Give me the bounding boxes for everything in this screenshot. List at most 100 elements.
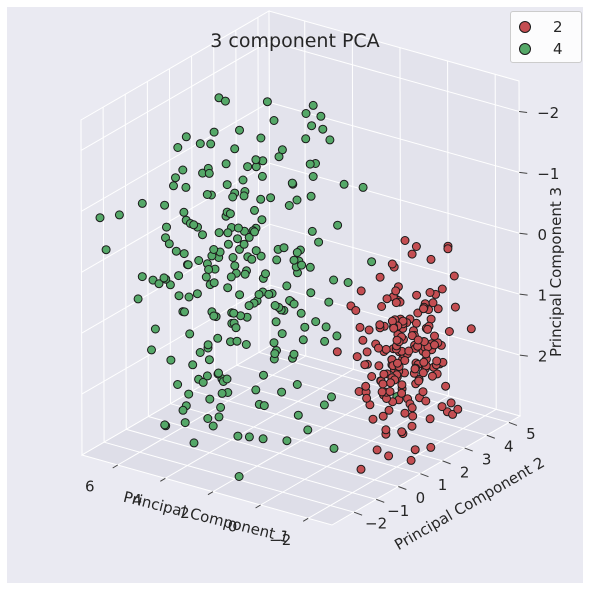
point-series-4 bbox=[184, 292, 194, 302]
point-series-4 bbox=[178, 165, 188, 175]
point-series-4 bbox=[220, 96, 230, 106]
point-series-2 bbox=[423, 324, 433, 334]
grid-line-z bbox=[81, 284, 271, 395]
x-tick-label: 6 bbox=[85, 478, 95, 496]
point-series-4 bbox=[162, 222, 171, 232]
point-series-4 bbox=[256, 133, 266, 143]
point-series-2 bbox=[413, 335, 423, 345]
point-series-2 bbox=[358, 335, 368, 345]
point-series-4 bbox=[185, 329, 195, 339]
point-series-4 bbox=[239, 239, 249, 249]
point-series-2 bbox=[426, 254, 436, 264]
point-series-4 bbox=[316, 111, 326, 121]
point-series-4 bbox=[256, 194, 266, 204]
point-series-4 bbox=[133, 294, 143, 304]
point-series-4 bbox=[217, 388, 227, 398]
point-series-4 bbox=[279, 243, 289, 253]
point-series-4 bbox=[213, 333, 223, 343]
point-series-2 bbox=[400, 408, 410, 418]
z-tick-label: 0 bbox=[537, 226, 547, 244]
point-series-4 bbox=[269, 338, 279, 348]
point-series-4 bbox=[214, 412, 224, 422]
point-series-4 bbox=[209, 278, 219, 288]
back-pane bbox=[268, 10, 521, 417]
y-tick-label: 0 bbox=[416, 489, 426, 507]
point-series-2 bbox=[364, 325, 374, 335]
point-series-4 bbox=[274, 152, 284, 162]
point-series-4 bbox=[181, 132, 191, 142]
point-series-2 bbox=[360, 360, 370, 370]
legend: 2 4 bbox=[510, 11, 582, 63]
point-series-4 bbox=[173, 380, 183, 389]
point-series-4 bbox=[195, 139, 205, 149]
point-series-2 bbox=[428, 298, 438, 308]
point-series-4 bbox=[203, 340, 213, 350]
point-series-4 bbox=[301, 134, 311, 144]
point-series-4 bbox=[160, 420, 170, 430]
point-series-4 bbox=[180, 418, 190, 428]
point-series-4 bbox=[179, 249, 189, 259]
point-series-2 bbox=[362, 347, 372, 357]
point-series-2 bbox=[397, 380, 407, 390]
point-series-2 bbox=[391, 286, 401, 296]
point-series-2 bbox=[391, 298, 401, 308]
point-series-4 bbox=[150, 324, 160, 334]
y-tick-label: 5 bbox=[526, 425, 536, 443]
point-series-4 bbox=[206, 139, 216, 149]
point-series-4 bbox=[250, 227, 259, 237]
point-series-4 bbox=[333, 220, 343, 230]
grid-line-z bbox=[81, 101, 270, 212]
point-series-4 bbox=[277, 387, 287, 397]
z-tick-mark bbox=[519, 293, 528, 296]
point-series-2 bbox=[352, 352, 362, 362]
point-series-4 bbox=[284, 201, 294, 210]
point-series-4 bbox=[244, 432, 254, 442]
point-series-4 bbox=[282, 436, 292, 446]
x-tick-mark bbox=[207, 491, 214, 496]
point-series-4 bbox=[257, 215, 267, 225]
point-series-2 bbox=[381, 344, 391, 354]
point-series-4 bbox=[251, 385, 261, 395]
legend-marker-4 bbox=[519, 43, 531, 55]
point-series-4 bbox=[233, 234, 242, 244]
point-series-4 bbox=[209, 127, 219, 137]
point-series-4 bbox=[221, 159, 231, 169]
point-series-4 bbox=[203, 414, 213, 423]
point-series-2 bbox=[385, 387, 395, 396]
grid-line-z bbox=[269, 223, 520, 295]
point-series-4 bbox=[169, 181, 178, 191]
point-series-4 bbox=[261, 269, 270, 279]
point-series-4 bbox=[321, 322, 331, 332]
y-tick-mark bbox=[464, 447, 473, 452]
point-series-2 bbox=[368, 414, 378, 424]
grid-line-z bbox=[268, 40, 520, 112]
point-series-4 bbox=[297, 260, 307, 270]
point-series-2 bbox=[412, 290, 422, 300]
point-series-4 bbox=[319, 400, 329, 410]
point-series-4 bbox=[257, 171, 267, 181]
point-series-2 bbox=[362, 393, 372, 403]
point-series-4 bbox=[318, 124, 328, 134]
point-series-2 bbox=[361, 381, 371, 391]
point-series-4 bbox=[254, 290, 264, 299]
legend-item-2: 2 bbox=[519, 16, 563, 38]
x-tick-mark bbox=[160, 477, 166, 482]
point-series-4 bbox=[289, 255, 299, 265]
grid-line-x bbox=[260, 395, 449, 506]
point-series-4 bbox=[225, 209, 235, 219]
point-series-4 bbox=[202, 190, 212, 199]
point-series-4 bbox=[251, 246, 261, 256]
point-series-4 bbox=[209, 245, 219, 254]
grid-line-y bbox=[146, 81, 149, 417]
point-series-4 bbox=[241, 340, 251, 349]
point-series-4 bbox=[292, 248, 302, 257]
point-series-2 bbox=[421, 396, 431, 406]
point-series-2 bbox=[375, 320, 385, 330]
point-series-2 bbox=[437, 284, 447, 294]
z-tick-label: −2 bbox=[537, 104, 559, 122]
z-tick-mark bbox=[519, 232, 528, 235]
point-series-4 bbox=[308, 100, 318, 110]
point-series-4 bbox=[208, 421, 218, 431]
grid-line-z bbox=[80, 41, 270, 151]
